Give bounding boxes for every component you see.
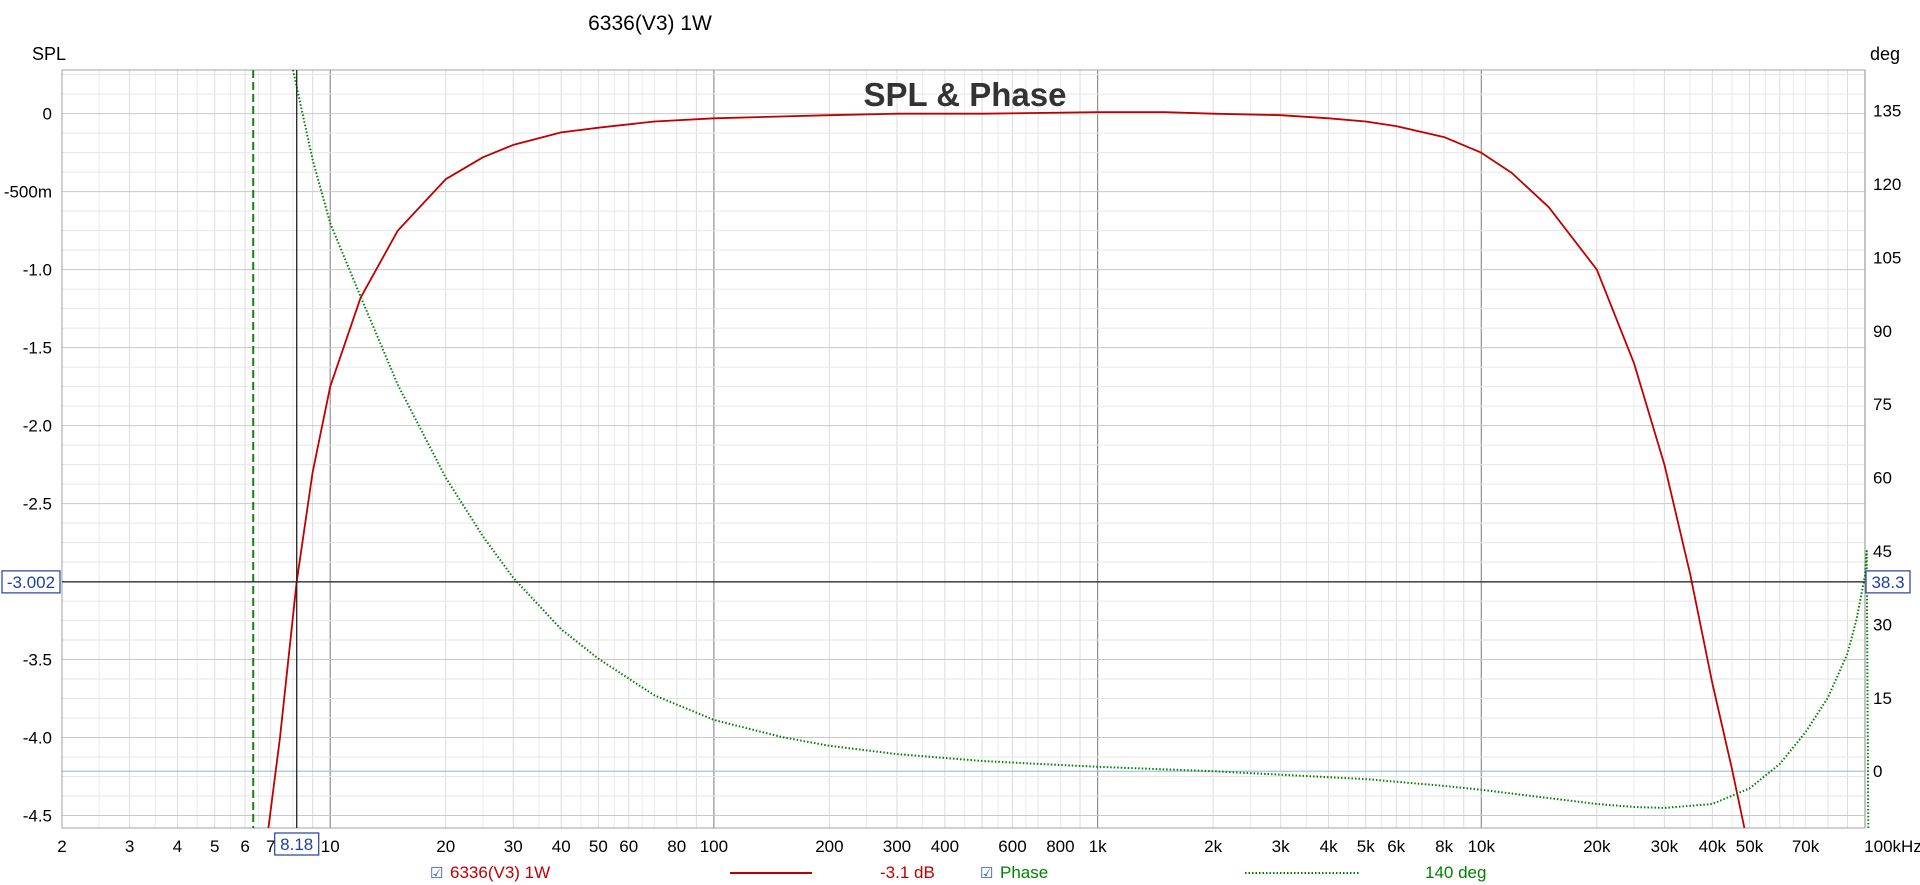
y-left-tick-labels: 0 -500m -1.0 -1.5 -2.0 -2.5 -3.5 -4.0 -4.5 [4, 105, 52, 826]
legend-value-spl: -3.1 dB [880, 863, 935, 882]
y-right-tick-label: 120 [1873, 175, 1901, 194]
y-right-tick-label: 45 [1873, 542, 1892, 561]
x-tick-label: 2k [1204, 837, 1222, 856]
x-tick-label: 30k [1651, 837, 1679, 856]
cursor-readout-left: -3.002 [7, 573, 55, 592]
series-layer [267, 69, 1870, 829]
x-tick-label: 6 [240, 837, 249, 856]
cursor-readout-x: 8.18 [280, 835, 313, 854]
y-left-tick-label: -2.5 [23, 495, 52, 514]
x-tick-label: 100kHz [1864, 837, 1920, 856]
legend-value-phase: 140 deg [1425, 863, 1486, 882]
x-tick-label: 100 [700, 837, 728, 856]
x-tick-label: 1k [1089, 837, 1107, 856]
x-tick-label: 70k [1792, 837, 1820, 856]
y-right-tick-labels: 135 120 105 90 75 60 45 30 15 0 [1873, 102, 1901, 782]
legend-checkbox-phase[interactable]: ☑ [980, 865, 993, 882]
y-left-tick-label: -1.0 [23, 261, 52, 280]
x-tick-label: 20 [436, 837, 455, 856]
y-left-tick-label: -2.0 [23, 417, 52, 436]
x-tick-label: 600 [998, 837, 1026, 856]
y-right-tick-label: 60 [1873, 469, 1892, 488]
cursor-readout-x-box [274, 832, 320, 856]
y-left-tick-label: -1.5 [23, 339, 52, 358]
x-tick-label: 7 [266, 837, 275, 856]
legend-checkbox-spl[interactable]: ☑ [430, 865, 443, 882]
x-tick-label: 800 [1046, 837, 1074, 856]
y-right-tick-label: 90 [1873, 322, 1892, 341]
x-tick-label: 8k [1435, 837, 1453, 856]
x-tick-label: 40k [1699, 837, 1727, 856]
right-axis-label: deg [1870, 44, 1900, 64]
x-tick-label: 40 [552, 837, 571, 856]
cursor-readout-right-box [1865, 570, 1911, 594]
y-left-tick-label: 0 [43, 105, 52, 124]
y-right-tick-label: 15 [1873, 689, 1892, 708]
x-tick-labels: 2 3 4 5 6 7 10 20 30 40 50 60 80 100 200 300 400 600 800 1k… [57, 837, 1920, 856]
y-right-tick-label: 135 [1873, 102, 1901, 121]
x-tick-label: 2 [57, 837, 66, 856]
x-tick-label: 6k [1387, 837, 1405, 856]
y-right-tick-label: 75 [1873, 395, 1892, 414]
x-tick-label: 50 [589, 837, 608, 856]
x-tick-label: 80 [667, 837, 686, 856]
x-tick-label: 3k [1272, 837, 1290, 856]
x-tick-label: 3 [125, 837, 134, 856]
x-tick-label: 20k [1583, 837, 1611, 856]
cursor-readout-right: 38.3 [1871, 573, 1904, 592]
y-right-tick-label: 0 [1873, 762, 1882, 781]
legend-name-phase: Phase [1000, 863, 1048, 882]
grid [61, 70, 1866, 828]
x-tick-label: 4 [173, 837, 182, 856]
x-tick-label: 5k [1357, 837, 1375, 856]
x-tick-label: 10k [1468, 837, 1496, 856]
cursor-layer: -3.002 38.3 8.18 [1, 70, 1911, 856]
y-left-tick-label: -4.5 [23, 807, 52, 826]
x-tick-label: 200 [815, 837, 843, 856]
left-axis-label: SPL [32, 44, 66, 64]
x-tick-label: 300 [883, 837, 911, 856]
y-right-tick-label: 105 [1873, 248, 1901, 267]
overlay-title: SPL & Phase [864, 76, 1067, 113]
x-tick-label: 4k [1320, 837, 1338, 856]
legend: ☑ 6336(V3) 1W -3.1 dB ☑ Phase 140 deg [430, 863, 1486, 882]
x-tick-label: 50k [1736, 837, 1764, 856]
y-left-tick-label: -4.0 [23, 729, 52, 748]
y-right-tick-label: 30 [1873, 615, 1892, 634]
spl-series-line [267, 111, 1746, 829]
phase-series-line [292, 69, 1870, 829]
plot-frame [61, 69, 1866, 829]
x-tick-label: 60 [619, 837, 638, 856]
x-tick-label: 5 [210, 837, 219, 856]
y-left-tick-label: -3.5 [23, 651, 52, 670]
chart-title: 6336(V3) 1W [588, 12, 712, 35]
x-tick-label: 10 [321, 837, 340, 856]
x-tick-label: 400 [931, 837, 959, 856]
legend-name-spl: 6336(V3) 1W [450, 863, 550, 882]
cursor-readout-left-box [1, 570, 61, 594]
x-tick-label: 30 [504, 837, 523, 856]
y-left-tick-label: -500m [4, 183, 52, 202]
